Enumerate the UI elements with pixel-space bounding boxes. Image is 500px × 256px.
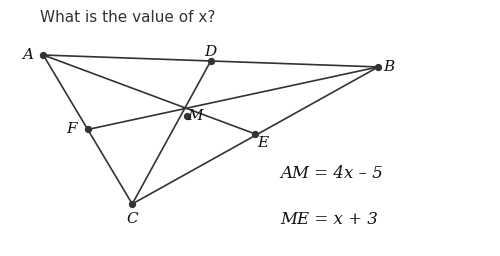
Text: AM = 4x – 5: AM = 4x – 5 — [280, 165, 382, 182]
Text: F: F — [66, 122, 78, 136]
Point — [206, 59, 214, 63]
Text: What is the value of x?: What is the value of x? — [40, 10, 216, 25]
Text: B: B — [383, 60, 394, 74]
Point — [183, 114, 191, 118]
Point — [84, 127, 92, 132]
Text: M: M — [187, 109, 203, 123]
Text: ME = x + 3: ME = x + 3 — [280, 211, 378, 228]
Text: A: A — [22, 48, 33, 62]
Point — [251, 132, 259, 136]
Text: E: E — [258, 136, 268, 150]
Text: D: D — [204, 45, 217, 59]
Point — [374, 65, 382, 69]
Text: C: C — [126, 212, 138, 226]
Point — [128, 202, 136, 206]
Point — [40, 53, 48, 57]
